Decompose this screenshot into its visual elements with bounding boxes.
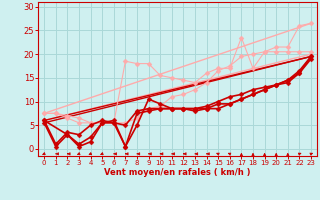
X-axis label: Vent moyen/en rafales ( km/h ): Vent moyen/en rafales ( km/h ) [104,168,251,177]
